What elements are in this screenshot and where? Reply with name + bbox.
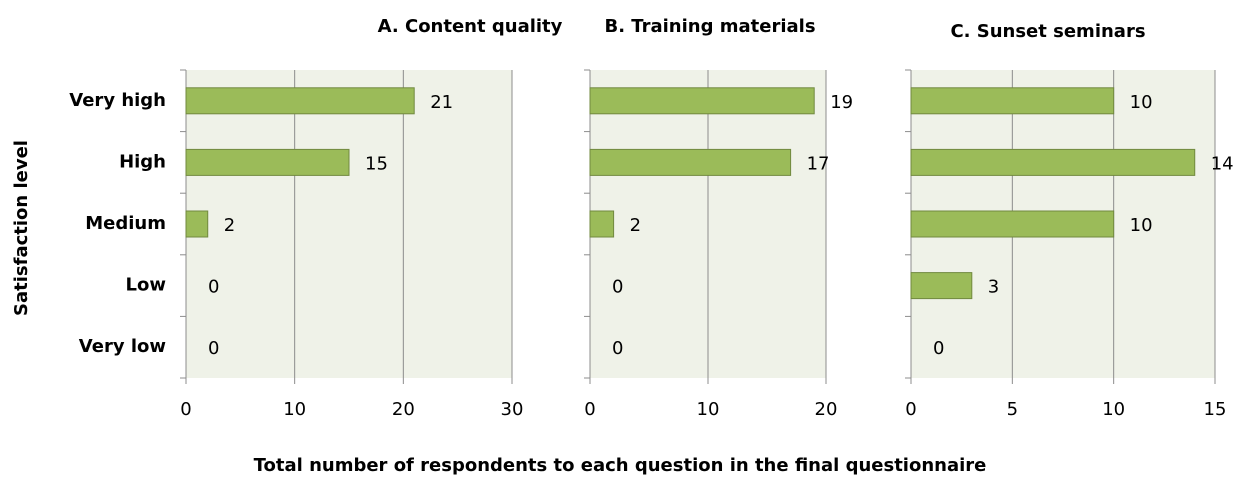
x-tick-label: 15: [1204, 399, 1227, 420]
bar: [910, 210, 1115, 238]
value-label: 3: [988, 277, 999, 298]
chart-title: B. Training materials: [604, 16, 815, 37]
value-label: 0: [612, 277, 623, 298]
y-axis-label: Satisfaction level: [11, 140, 32, 316]
x-tick-label: 20: [815, 399, 838, 420]
value-label: 15: [365, 153, 388, 174]
bar: [185, 148, 350, 176]
bar: [589, 87, 815, 115]
value-label: 2: [224, 215, 235, 236]
bar: [910, 87, 1115, 115]
value-label: 19: [830, 92, 853, 113]
value-label: 10: [1130, 215, 1153, 236]
x-tick-label: 5: [1007, 399, 1018, 420]
value-label: 21: [430, 92, 453, 113]
y-tick-label: Very high: [69, 90, 166, 111]
value-label: 0: [612, 338, 623, 359]
plot-area: [186, 70, 512, 378]
bar: [589, 148, 792, 176]
bar: [185, 210, 209, 238]
value-label: 0: [933, 338, 944, 359]
x-tick-label: 10: [697, 399, 720, 420]
x-tick-label: 30: [501, 399, 524, 420]
chart-title: A. Content quality: [378, 16, 563, 37]
x-tick-label: 0: [905, 399, 916, 420]
value-label: 17: [807, 153, 830, 174]
y-tick-label: High: [119, 151, 166, 172]
value-label: 0: [208, 338, 219, 359]
y-tick-label: Medium: [85, 213, 166, 234]
x-tick-label: 10: [283, 399, 306, 420]
x-tick-label: 20: [392, 399, 415, 420]
x-tick-label: 0: [584, 399, 595, 420]
y-tick-label: Very low: [79, 336, 166, 357]
x-tick-label: 0: [180, 399, 191, 420]
y-tick-label: Low: [126, 275, 166, 296]
value-label: 10: [1130, 92, 1153, 113]
x-tick-label: 10: [1102, 399, 1125, 420]
bar: [910, 272, 973, 300]
bar: [910, 148, 1196, 176]
value-label: 0: [208, 277, 219, 298]
chart-title: C. Sunset seminars: [950, 21, 1145, 42]
bar: [185, 87, 415, 115]
value-label: 14: [1211, 153, 1234, 174]
bar: [589, 210, 615, 238]
x-axis-label: Total number of respondents to each ques…: [254, 455, 987, 476]
value-label: 2: [630, 215, 641, 236]
